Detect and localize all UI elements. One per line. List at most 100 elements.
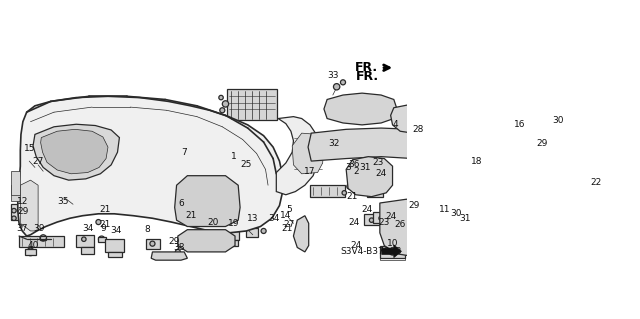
- Text: 40: 40: [28, 241, 38, 250]
- Circle shape: [96, 207, 101, 212]
- Bar: [108, 252, 122, 257]
- Text: 9: 9: [100, 224, 106, 233]
- Bar: [442, 176, 495, 189]
- Text: 24: 24: [385, 212, 396, 221]
- Text: 23: 23: [372, 159, 383, 167]
- Text: 19: 19: [228, 219, 239, 228]
- Text: 29: 29: [537, 139, 548, 148]
- Polygon shape: [12, 185, 20, 201]
- Circle shape: [331, 101, 336, 107]
- Text: 15: 15: [24, 144, 35, 153]
- Text: FR.: FR.: [356, 70, 380, 83]
- Circle shape: [222, 101, 228, 107]
- Text: 39: 39: [34, 224, 45, 233]
- Polygon shape: [175, 176, 240, 226]
- Circle shape: [543, 153, 549, 160]
- Bar: [12, 204, 22, 220]
- Text: 2: 2: [353, 167, 358, 176]
- Bar: [76, 235, 94, 248]
- Text: 12: 12: [17, 197, 28, 206]
- Bar: [367, 185, 383, 197]
- Text: 30: 30: [451, 209, 462, 218]
- Text: 30: 30: [552, 116, 563, 125]
- Polygon shape: [390, 104, 432, 133]
- Bar: [146, 239, 160, 249]
- Text: 3: 3: [345, 163, 351, 172]
- Bar: [246, 228, 258, 237]
- Circle shape: [458, 216, 463, 221]
- Text: 35: 35: [58, 197, 69, 206]
- Text: 21: 21: [347, 192, 358, 201]
- Circle shape: [364, 166, 371, 173]
- Circle shape: [220, 108, 225, 113]
- Bar: [227, 89, 277, 121]
- Text: 1: 1: [231, 152, 237, 161]
- Text: 6: 6: [178, 198, 184, 208]
- Text: S3V4-B3700B: S3V4-B3700B: [340, 247, 401, 256]
- Text: 26: 26: [394, 220, 406, 229]
- Circle shape: [12, 216, 16, 220]
- Circle shape: [408, 207, 412, 211]
- Text: 10: 10: [387, 239, 398, 248]
- Polygon shape: [33, 124, 120, 180]
- Bar: [374, 212, 389, 223]
- Circle shape: [458, 206, 464, 212]
- Polygon shape: [324, 93, 397, 125]
- Circle shape: [422, 211, 426, 216]
- Text: 8: 8: [145, 225, 150, 234]
- Polygon shape: [178, 230, 235, 252]
- Text: 7: 7: [181, 148, 187, 157]
- Circle shape: [390, 208, 395, 213]
- Circle shape: [13, 189, 19, 195]
- Text: 11: 11: [439, 205, 451, 214]
- Circle shape: [27, 248, 35, 256]
- Circle shape: [415, 128, 421, 134]
- Text: 34: 34: [82, 224, 93, 233]
- Bar: [518, 131, 528, 137]
- Text: 29: 29: [168, 237, 180, 246]
- Bar: [380, 246, 405, 258]
- Text: 33: 33: [328, 71, 339, 80]
- Text: 4: 4: [392, 120, 398, 130]
- Polygon shape: [151, 252, 188, 260]
- Circle shape: [406, 112, 413, 119]
- Text: 16: 16: [514, 120, 525, 130]
- Bar: [227, 240, 237, 246]
- Circle shape: [386, 103, 391, 108]
- Circle shape: [342, 191, 346, 195]
- Text: 21: 21: [99, 205, 111, 214]
- Text: 23: 23: [379, 218, 390, 226]
- Circle shape: [82, 237, 86, 241]
- Bar: [99, 237, 106, 242]
- Polygon shape: [294, 216, 308, 252]
- Polygon shape: [41, 129, 108, 174]
- Circle shape: [185, 213, 190, 218]
- Text: 28: 28: [412, 125, 424, 134]
- Polygon shape: [308, 128, 468, 161]
- Polygon shape: [20, 180, 38, 231]
- Polygon shape: [464, 155, 512, 203]
- Polygon shape: [292, 133, 324, 174]
- Text: 32: 32: [328, 139, 339, 148]
- Polygon shape: [380, 199, 435, 256]
- Text: 18: 18: [470, 157, 482, 166]
- Text: 38: 38: [173, 243, 185, 252]
- Bar: [364, 214, 380, 225]
- Text: 29: 29: [18, 207, 29, 216]
- Circle shape: [358, 97, 364, 102]
- Text: 31: 31: [460, 214, 470, 223]
- Circle shape: [340, 80, 346, 85]
- Text: 27: 27: [284, 220, 294, 229]
- Circle shape: [372, 189, 377, 194]
- Text: 21: 21: [185, 211, 196, 220]
- Bar: [204, 230, 221, 242]
- Circle shape: [379, 216, 383, 220]
- Circle shape: [483, 174, 493, 184]
- Circle shape: [333, 84, 340, 90]
- Circle shape: [408, 233, 412, 237]
- Circle shape: [40, 235, 46, 241]
- Circle shape: [261, 228, 266, 234]
- Circle shape: [219, 95, 223, 100]
- Text: 36: 36: [349, 160, 360, 169]
- Circle shape: [413, 119, 419, 124]
